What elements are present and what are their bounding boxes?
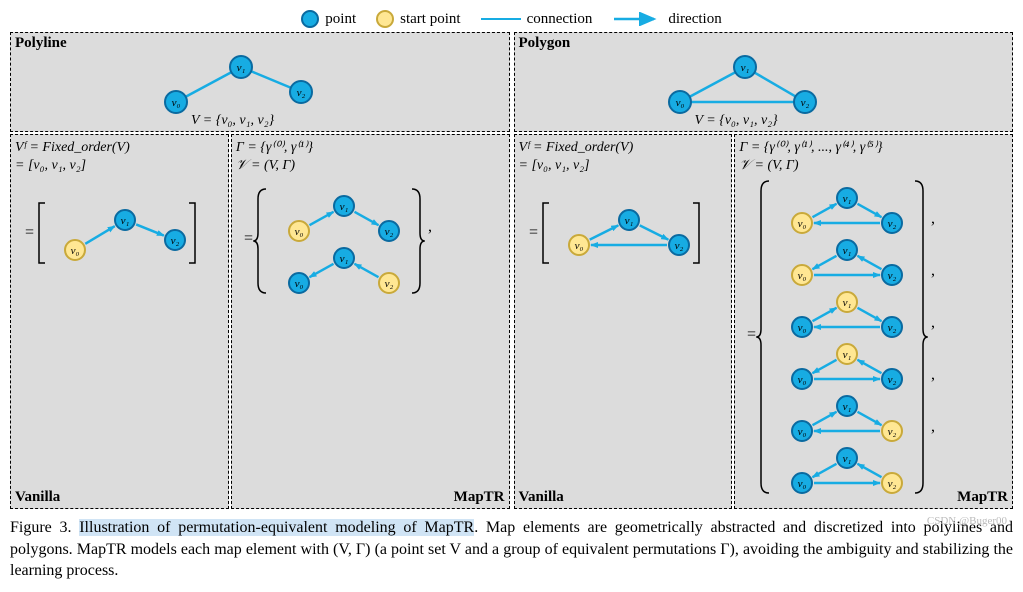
svg-text:v₀: v₀ xyxy=(295,226,304,238)
svg-text:v₂: v₂ xyxy=(888,218,897,230)
svg-text:v₁: v₁ xyxy=(843,349,852,361)
svg-text:v₀: v₀ xyxy=(71,245,80,257)
watermark: CSDN @Buger00 xyxy=(927,515,1007,527)
legend-startpoint: start point xyxy=(376,10,460,28)
caption-prefix: Figure 3. xyxy=(10,519,79,536)
vanilla-formula: Vᶠ = Fixed_order(V) = [v₀, v₁, v₂] xyxy=(15,139,130,175)
svg-text:=: = xyxy=(747,326,756,343)
polyline-V-formula: V = {v₀, v₁, v₂} xyxy=(191,113,274,129)
svg-text:v₀: v₀ xyxy=(798,478,807,490)
svg-text:v₁: v₁ xyxy=(740,62,749,74)
svg-text:v₂: v₂ xyxy=(297,87,306,99)
polygon-half: Polygon v₀ v₁ v₂ V = {v₀, v₁, v₂} Vᶠ = Fix… xyxy=(514,32,1014,509)
svg-text:,: , xyxy=(931,262,935,279)
svg-text:=: = xyxy=(244,230,253,247)
polygon-title: Polygon xyxy=(519,35,571,52)
svg-text:v₁: v₁ xyxy=(237,62,246,74)
polygon-maptr-graph: = v₀ v₁ v₂, v₀ v₁ v₂, v₀ v₁ v₂, v₀ v₁ v₂, v₀ v₁ v₂, v₀ v₁… xyxy=(739,177,1009,507)
svg-text:v₂: v₂ xyxy=(800,97,809,109)
svg-text:v₀: v₀ xyxy=(574,240,583,252)
svg-text:v₀: v₀ xyxy=(798,426,807,438)
svg-text:=: = xyxy=(25,224,34,241)
polygon-vanilla-panel: Vᶠ = Fixed_order(V) = [v₀, v₁, v₂] = v₀ v₁… xyxy=(514,134,733,509)
vanilla-formula-2: Vᶠ = Fixed_order(V) = [v₀, v₁, v₂] xyxy=(519,139,634,175)
polygon-vanilla-graph: = v₀ v₁ v₂ xyxy=(521,195,731,275)
svg-text:v₂: v₂ xyxy=(888,322,897,334)
polyline-title: Polyline xyxy=(15,35,67,52)
maptr-polyline-gamma: Γ = {γ⁽⁰⁾, γ⁽¹⁾} xyxy=(236,139,313,157)
connection-icon xyxy=(481,18,521,20)
legend-point-label: point xyxy=(325,11,356,28)
svg-text:,: , xyxy=(931,366,935,383)
svg-text:v₀: v₀ xyxy=(295,278,304,290)
legend-point: point xyxy=(301,10,356,28)
caption-highlight: Illustration of permutation-equivalent m… xyxy=(79,519,474,536)
svg-text:v₂: v₂ xyxy=(888,478,897,490)
svg-text:v₀: v₀ xyxy=(172,97,181,109)
svg-text:v₂: v₂ xyxy=(888,426,897,438)
svg-text:v₁: v₁ xyxy=(843,245,852,257)
polygon-top-graph: v₀ v₁ v₂ xyxy=(635,37,855,117)
maptr-label-1: MapTR xyxy=(454,489,505,506)
svg-text:v₀: v₀ xyxy=(798,218,807,230)
maptr-polygon-gamma: Γ = {γ⁽⁰⁾, γ⁽¹⁾, ..., γ⁽⁴⁾, γ⁽⁵⁾} xyxy=(739,139,882,157)
svg-text:v₂: v₂ xyxy=(385,226,394,238)
svg-text:v₂: v₂ xyxy=(888,270,897,282)
svg-text:v₁: v₁ xyxy=(340,201,349,213)
svg-text:v₂: v₂ xyxy=(171,235,180,247)
legend-connection: connection xyxy=(481,11,593,28)
svg-text:v₁: v₁ xyxy=(843,401,852,413)
legend: point start point connection direction xyxy=(10,10,1013,28)
polyline-maptr-panel: Γ = {γ⁽⁰⁾, γ⁽¹⁾} 𝒱 = (V, Γ) = v₀ v₁ v₂, v₀ v₁… xyxy=(231,134,510,509)
legend-connection-label: connection xyxy=(527,11,593,28)
legend-direction-label: direction xyxy=(668,11,721,28)
maptr-formula-polyline: Γ = {γ⁽⁰⁾, γ⁽¹⁾} 𝒱 = (V, Γ) xyxy=(236,139,313,175)
vanilla-formula-line2-b: = [v₀, v₁, v₂] xyxy=(519,157,634,175)
svg-text:v₁: v₁ xyxy=(624,215,633,227)
vanilla-label-2: Vanilla xyxy=(519,489,564,506)
polyline-half: Polyline v₀ v₁ v₂ V = {v₀, v₁, v₂} Vᶠ = Fi… xyxy=(10,32,510,509)
svg-text:v₀: v₀ xyxy=(675,97,684,109)
vanilla-formula-line1-b: Vᶠ = Fixed_order(V) xyxy=(519,139,634,157)
point-icon xyxy=(301,10,319,28)
svg-text:v₂: v₂ xyxy=(674,240,683,252)
svg-text:v₁: v₁ xyxy=(121,215,130,227)
polyline-top-graph: v₀ v₁ v₂ xyxy=(131,37,351,117)
figure-grid: Polyline v₀ v₁ v₂ V = {v₀, v₁, v₂} Vᶠ = Fi… xyxy=(10,32,1013,509)
svg-text:v₁: v₁ xyxy=(843,297,852,309)
maptr-V-polygon: 𝒱 = (V, Γ) xyxy=(739,157,882,175)
vanilla-formula-line2: = [v₀, v₁, v₂] xyxy=(15,157,130,175)
svg-text:v₂: v₂ xyxy=(888,374,897,386)
polygon-maptr-panel: Γ = {γ⁽⁰⁾, γ⁽¹⁾, ..., γ⁽⁴⁾, γ⁽⁵⁾} 𝒱 = (V… xyxy=(734,134,1013,509)
vanilla-formula-line1: Vᶠ = Fixed_order(V) xyxy=(15,139,130,157)
svg-text:v₂: v₂ xyxy=(385,278,394,290)
vanilla-label-1: Vanilla xyxy=(15,489,60,506)
direction-icon xyxy=(612,12,662,26)
svg-text:v₁: v₁ xyxy=(843,193,852,205)
polyline-top-panel: Polyline v₀ v₁ v₂ V = {v₀, v₁, v₂} xyxy=(10,32,510,132)
svg-text:v₁: v₁ xyxy=(843,453,852,465)
legend-startpoint-label: start point xyxy=(400,11,460,28)
figure-caption: Figure 3. Illustration of permutation-eq… xyxy=(10,517,1013,582)
maptr-label-2: MapTR xyxy=(957,489,1008,506)
svg-text:,: , xyxy=(931,210,935,227)
svg-text:v₁: v₁ xyxy=(340,253,349,265)
polyline-vanilla-panel: Vᶠ = Fixed_order(V) = [v₀, v₁, v₂] = v₀ v₁… xyxy=(10,134,229,509)
svg-text:v₀: v₀ xyxy=(798,270,807,282)
startpoint-icon xyxy=(376,10,394,28)
svg-text:,: , xyxy=(931,418,935,435)
svg-text:,: , xyxy=(428,218,432,235)
polyline-vanilla-graph: = v₀ v₁ v₂ xyxy=(17,195,227,275)
polygon-V-formula: V = {v₀, v₁, v₂} xyxy=(695,113,778,129)
polyline-maptr-graph: = v₀ v₁ v₂, v₀ v₁ v₂ xyxy=(236,185,506,335)
polygon-top-panel: Polygon v₀ v₁ v₂ V = {v₀, v₁, v₂} xyxy=(514,32,1014,132)
maptr-formula-polygon: Γ = {γ⁽⁰⁾, γ⁽¹⁾, ..., γ⁽⁴⁾, γ⁽⁵⁾} 𝒱 = (V… xyxy=(739,139,882,175)
maptr-V-polyline: 𝒱 = (V, Γ) xyxy=(236,157,313,175)
svg-text:=: = xyxy=(529,224,538,241)
svg-text:v₀: v₀ xyxy=(798,374,807,386)
legend-direction: direction xyxy=(612,11,721,28)
svg-text:,: , xyxy=(931,314,935,331)
svg-text:v₀: v₀ xyxy=(798,322,807,334)
